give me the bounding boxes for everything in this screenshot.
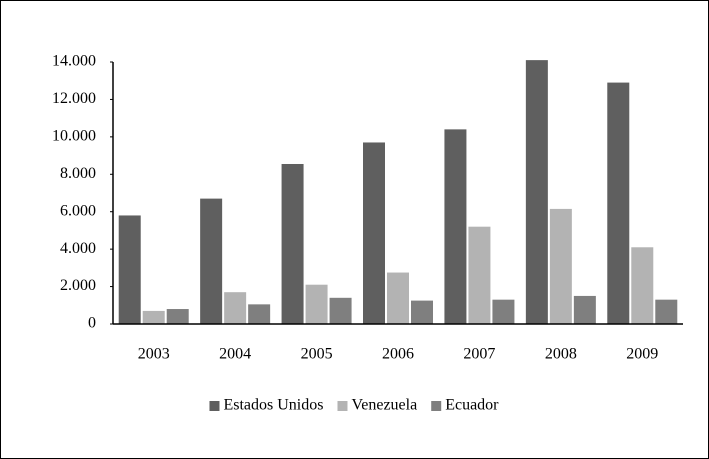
bar	[387, 272, 409, 324]
bar	[607, 82, 630, 324]
bar	[525, 60, 548, 324]
legend-swatch	[431, 401, 442, 411]
bar	[329, 297, 352, 324]
x-tick-label: 2007	[463, 346, 495, 363]
x-tick-label: 2005	[301, 346, 333, 363]
bar	[492, 299, 515, 324]
bar	[468, 226, 491, 324]
legend-swatch	[337, 401, 348, 411]
bar	[248, 304, 271, 324]
y-tick-label: 0	[88, 315, 96, 332]
legend-label: Venezuela	[351, 397, 417, 414]
legend-label: Estados Unidos	[223, 397, 323, 414]
bar	[224, 292, 247, 324]
y-tick-label: 2.000	[60, 277, 96, 294]
x-tick-label: 2006	[382, 346, 414, 363]
bar	[118, 215, 141, 324]
bar	[631, 247, 654, 324]
bar	[281, 163, 304, 324]
bar	[166, 309, 189, 324]
bar	[411, 300, 433, 324]
bar	[305, 284, 328, 324]
bar	[573, 295, 596, 324]
x-tick-label: 2003	[138, 346, 170, 363]
y-tick-label: 6.000	[60, 202, 96, 219]
legend-label: Ecuador	[445, 397, 499, 414]
bar	[363, 142, 385, 324]
y-tick-label: 10.000	[52, 128, 96, 145]
x-tick-label: 2004	[219, 346, 251, 363]
bar	[549, 208, 572, 324]
y-tick-label: 12.000	[52, 90, 96, 107]
y-tick-label: 8.000	[60, 165, 96, 182]
x-tick-label: 2008	[545, 346, 577, 363]
bar	[142, 310, 165, 324]
y-tick-label: 4.000	[60, 240, 96, 257]
x-tick-label: 2009	[626, 346, 658, 363]
bar	[444, 129, 467, 324]
bar	[200, 198, 223, 324]
bar	[655, 299, 678, 324]
legend-swatch	[209, 401, 220, 411]
y-tick-label: 14.000	[52, 53, 96, 70]
